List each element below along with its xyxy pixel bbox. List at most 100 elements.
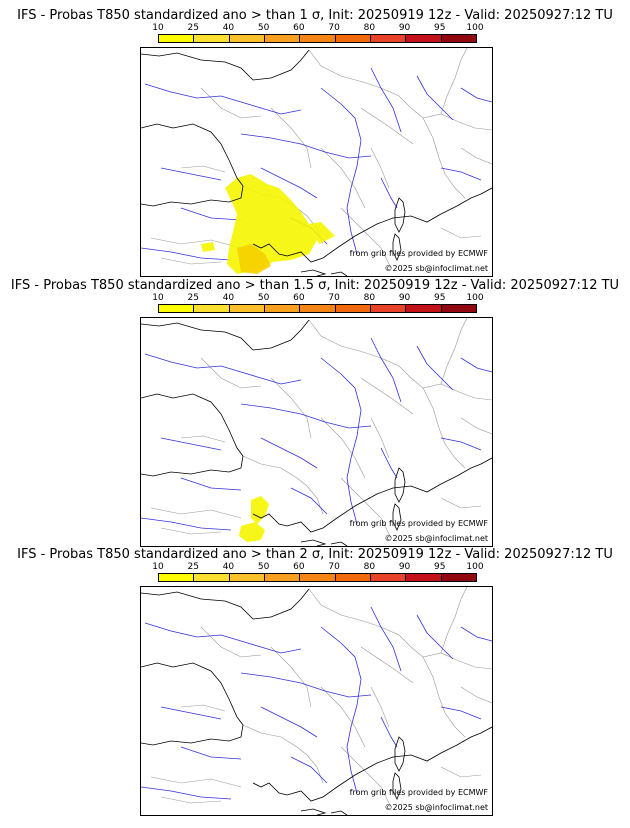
- admin-border-line: [340, 477, 392, 539]
- colorbar-segment: [264, 574, 301, 581]
- river-line: [180, 746, 242, 760]
- coastline: [330, 271, 348, 276]
- colorbar-segment: [335, 305, 371, 312]
- coastline: [392, 233, 402, 261]
- coastline: [141, 185, 244, 207]
- admin-border-line: [150, 776, 242, 788]
- colorbar-tick-label: 50: [257, 23, 270, 33]
- source-credit: from grib files provided by ECMWF: [349, 249, 488, 258]
- admin-border-line: [320, 147, 366, 209]
- coastline: [330, 810, 348, 815]
- colorbar-tick-label: 80: [363, 23, 376, 33]
- admin-border-line: [440, 497, 482, 509]
- river-line: [141, 247, 232, 261]
- coastline: [141, 588, 310, 620]
- river-line: [144, 83, 302, 115]
- probability-map: from grib files provided by ECMWF ©2025 …: [140, 586, 493, 816]
- river-line: [440, 706, 482, 720]
- source-credit: from grib files provided by ECMWF: [349, 788, 488, 797]
- admin-border-line: [440, 587, 468, 654]
- admin-border-line: [440, 318, 468, 385]
- forecast-panel-3: IFS - Probas T850 standardized ano > tha…: [0, 547, 630, 817]
- colorbar-segment: [194, 35, 230, 42]
- river-line: [290, 487, 328, 515]
- colorbar-segment: [441, 305, 476, 312]
- map-canvas: [141, 318, 492, 546]
- coastline: [141, 319, 310, 351]
- admin-border-line: [270, 377, 312, 439]
- coastline: [300, 539, 327, 546]
- coastline: [141, 455, 244, 477]
- colorbar-tick-label: 95: [434, 562, 446, 572]
- colorbar-segment: [406, 35, 442, 42]
- colorbar-tick-label: 70: [328, 562, 340, 572]
- colorbar-tick-label: 60: [293, 23, 305, 33]
- colorbar-tick-label: 80: [363, 293, 376, 303]
- coastlines: [141, 319, 492, 546]
- river-line: [370, 67, 402, 133]
- colorbar-tick-label: 10: [152, 562, 164, 572]
- colorbar-segment: [370, 574, 407, 581]
- admin-border-line: [460, 147, 492, 165]
- colorbar-tick-label: 25: [187, 293, 199, 303]
- river-line: [320, 357, 362, 525]
- admin-border-line: [242, 455, 324, 515]
- probability-area: [251, 496, 269, 524]
- colorbar-tick-label: 80: [363, 562, 376, 572]
- coastline: [141, 662, 244, 726]
- admin-border-line: [200, 87, 262, 119]
- colorbar-segment: [370, 35, 407, 42]
- admin-border-line: [360, 646, 414, 684]
- copyright-credit: ©2025 sb@infoclimat.net: [384, 534, 489, 543]
- admin-border-line: [320, 686, 366, 748]
- coastline: [141, 123, 244, 187]
- colorbar-segment: [229, 35, 265, 42]
- colorbar-segment: [159, 305, 195, 312]
- colorbar-segment: [370, 305, 407, 312]
- coastlines: [141, 49, 492, 276]
- colorbar-segment: [335, 574, 371, 581]
- river-line: [240, 133, 372, 159]
- source-credit: from grib files provided by ECMWF: [349, 519, 488, 528]
- colorbar-ticks: 10 25 40 50 60 70 80 90 95 100: [152, 293, 483, 303]
- coastline: [392, 503, 402, 531]
- river-line: [380, 177, 398, 209]
- probability-field: [201, 174, 335, 274]
- colorbar-tick-label: 40: [222, 293, 235, 303]
- admin-border-line: [200, 357, 262, 389]
- colorbar-segment: [194, 305, 230, 312]
- panel-title: IFS - Probas T850 standardized ano > tha…: [17, 8, 613, 23]
- colorbar-tick-label: 60: [293, 562, 305, 572]
- admin-border-line: [180, 165, 226, 173]
- coastline: [330, 541, 348, 546]
- admin-border-line: [270, 107, 312, 169]
- colorbar-segment: [441, 574, 476, 581]
- colorbar-ticks: 10 25 40 50 60 70 80 90 95 100: [152, 562, 483, 572]
- colorbar-segment: [300, 574, 336, 581]
- admin-border-line: [360, 377, 414, 415]
- coastline: [141, 724, 244, 746]
- admin-border-line: [180, 704, 226, 712]
- admin-border-line: [160, 257, 222, 265]
- admin-border-line: [370, 147, 390, 189]
- admin-borders: [150, 587, 492, 808]
- colorbar-tick-label: 90: [398, 562, 411, 572]
- map-canvas: [141, 48, 492, 276]
- river-line: [290, 756, 328, 784]
- admin-border-line: [440, 227, 482, 239]
- admin-border-line: [370, 686, 390, 728]
- colorbar-tick-label: 100: [466, 23, 484, 33]
- probability-field: [239, 496, 269, 542]
- colorbar-tick-label: 25: [187, 562, 199, 572]
- river-line: [141, 517, 232, 531]
- rivers: [141, 67, 492, 261]
- probability-area: [201, 242, 215, 252]
- coastline: [252, 726, 492, 802]
- colorbar-tick-label: 40: [222, 23, 235, 33]
- probability-map: from grib files provided by ECMWF ©2025 …: [140, 317, 493, 547]
- admin-border-line: [440, 48, 468, 115]
- colorbar-tick-label: 100: [466, 293, 484, 303]
- river-line: [460, 626, 492, 642]
- colorbar-segment: [264, 35, 301, 42]
- forecast-panel-2: IFS - Probas T850 standardized ano > tha…: [0, 278, 630, 548]
